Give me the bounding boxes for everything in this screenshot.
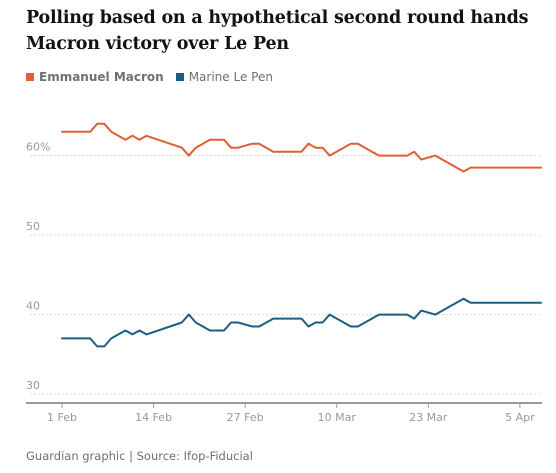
y-tick-label-60: 60% [26, 141, 50, 154]
series-line-lepen [61, 297, 542, 348]
y-tick-label-30: 30 [26, 379, 40, 392]
series-line-macron [61, 122, 542, 173]
chart-title: Polling based on a hypothetical second r… [26, 8, 529, 54]
source-footer: Guardian graphic | Source: Ifop-Fiducial [26, 449, 253, 463]
legend-label-lepen: Marine Le Pen [188, 70, 273, 84]
x-tick-label-1: 14 Feb [135, 411, 172, 424]
x-tick-label-0: 1 Feb [47, 411, 77, 424]
legend-item-macron: Emmanuel Macron [26, 70, 164, 84]
legend-swatch-lepen [175, 73, 184, 81]
x-tick-label-2: 27 Feb [227, 411, 264, 424]
x-tick-label-3: 10 Mar [318, 411, 357, 424]
y-tick-label-50: 50 [26, 220, 40, 233]
legend-label-macron: Emmanuel Macron [39, 70, 164, 84]
legend-item-lepen: Marine Le Pen [175, 70, 273, 84]
y-tick-label-40: 40 [26, 300, 40, 313]
legend: Emmanuel Macron Marine Le Pen [26, 70, 273, 84]
legend-swatch-macron [26, 73, 34, 81]
x-tick-label-5: 5 Apr [505, 411, 535, 424]
x-tick-label-4: 23 Mar [409, 411, 448, 424]
